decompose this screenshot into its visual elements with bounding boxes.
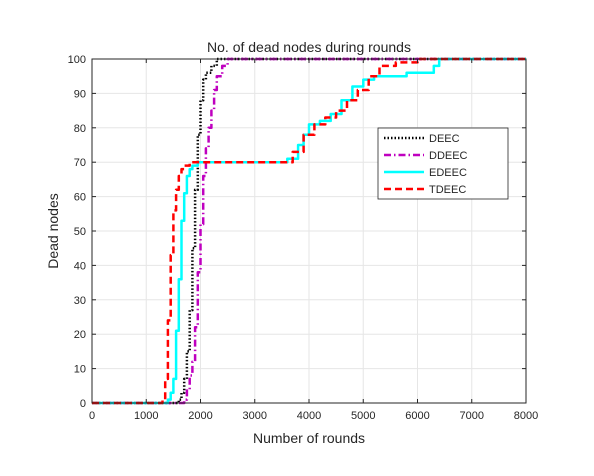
- y-tick-label: 50: [74, 226, 86, 238]
- x-tick-label: 0: [89, 410, 95, 422]
- y-tick-label: 30: [74, 295, 86, 307]
- y-tick-label: 10: [74, 364, 86, 376]
- y-axis-label: Dead nodes: [45, 193, 61, 269]
- y-tick-label: 40: [74, 260, 86, 272]
- series-line-tdeec: [92, 57, 526, 405]
- axis-ticks: 0 1000 2000 3000 4000 5000 6000 7000 8000 0 10 20 30…: [68, 54, 539, 422]
- chart-title: No. of dead nodes during rounds: [207, 39, 411, 55]
- legend: DEEC DDEEC EDEEC TDEEC: [377, 127, 509, 200]
- x-tick-label: 7000: [460, 410, 484, 422]
- y-tick-label: 20: [74, 329, 86, 341]
- y-tick-label: 100: [68, 54, 86, 66]
- x-tick-label: 1000: [134, 410, 158, 422]
- y-tick-label: 0: [80, 398, 86, 410]
- legend-label-edeec: EDEEC: [429, 167, 467, 179]
- x-axis-label: Number of rounds: [253, 430, 365, 446]
- y-tick-label: 70: [74, 157, 86, 169]
- series-line-ddeec: [92, 57, 526, 405]
- legend-label-ddeec: DDEEC: [429, 150, 468, 162]
- x-tick-label: 8000: [514, 410, 538, 422]
- legend-label-tdeec: TDEEC: [429, 184, 466, 196]
- y-tick-label: 60: [74, 192, 86, 204]
- y-tick-label: 80: [74, 123, 86, 135]
- legend-label-deec: DEEC: [429, 133, 460, 145]
- x-tick-label: 6000: [405, 410, 429, 422]
- series-line-deec: [92, 57, 526, 405]
- x-tick-label: 4000: [297, 410, 321, 422]
- x-tick-label: 5000: [351, 410, 375, 422]
- series-layer: [92, 57, 526, 405]
- x-tick-label: 3000: [243, 410, 267, 422]
- y-tick-label: 90: [74, 88, 86, 100]
- legend-box: [377, 127, 509, 200]
- x-tick-label: 2000: [188, 410, 212, 422]
